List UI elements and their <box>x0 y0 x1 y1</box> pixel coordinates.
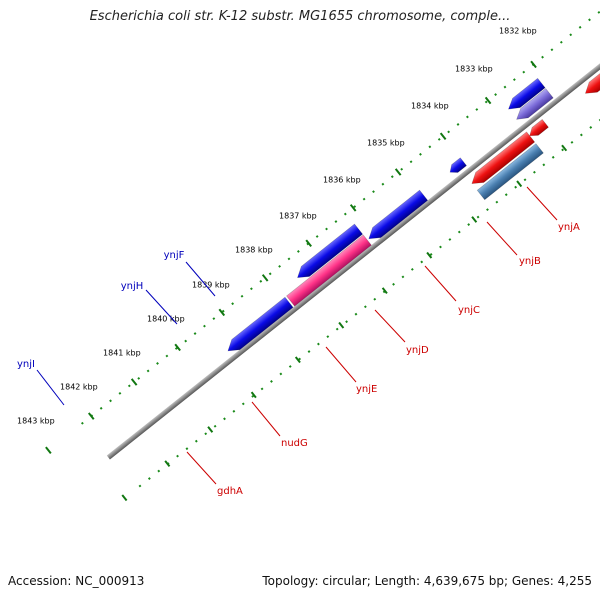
tick-mark <box>471 216 478 223</box>
tick-dot-track <box>45 10 600 502</box>
callout-line <box>36 369 65 406</box>
tick-mark <box>207 426 214 433</box>
tick-mark <box>261 274 269 282</box>
tick-mark <box>338 321 345 329</box>
gene-label-ynjF[interactable]: ynjF <box>164 250 185 261</box>
tick-mark <box>294 356 301 364</box>
tick-mark <box>516 180 523 188</box>
tick-label: 1834 kbp <box>411 101 449 110</box>
gene-label-ynjD[interactable]: ynjD <box>406 345 429 356</box>
tick-label: 1835 kbp <box>367 138 405 147</box>
gene-label-ynjE[interactable]: ynjE <box>356 384 377 395</box>
gene-label-ynjI[interactable]: ynjI <box>17 359 35 370</box>
tick-mark <box>439 132 447 141</box>
tick-label: 1838 kbp <box>235 245 273 254</box>
gene-label-ynjB[interactable]: ynjB <box>519 256 541 267</box>
tick-label: 1843 kbp <box>17 416 55 425</box>
gene-feature-steel <box>476 143 544 201</box>
tick-mark <box>305 239 312 247</box>
tick-label: 1832 kbp <box>499 26 537 35</box>
tick-mark <box>121 494 128 502</box>
tick-mark <box>174 343 181 352</box>
gene-feature-gdhA <box>584 36 600 94</box>
tick-label: 1841 kbp <box>103 348 141 357</box>
callout-line <box>325 346 357 383</box>
tick-mark <box>164 460 171 467</box>
gene-feature-ynjH <box>508 77 546 110</box>
gene-label-ynjA[interactable]: ynjA <box>558 222 580 233</box>
gene-label-ynjC[interactable]: ynjC <box>458 305 480 316</box>
gene-label-gdhA[interactable]: gdhA <box>217 486 243 497</box>
callout-line <box>374 309 406 343</box>
gene-feature-ynjI <box>368 189 429 240</box>
topology-summary: Topology: circular; Length: 4,639,675 bp… <box>262 574 592 588</box>
map-title: Escherichia coli str. K-12 substr. MG165… <box>89 9 511 24</box>
tick-label: 1842 kbp <box>60 382 98 391</box>
gene-feature <box>449 157 467 173</box>
tick-mark <box>394 168 402 176</box>
gene-feature-nudG <box>529 119 549 137</box>
tick-mark <box>381 287 388 295</box>
gene-feature <box>227 296 294 352</box>
callout-line <box>486 221 518 256</box>
gene-features <box>227 36 600 352</box>
tick-label: 1833 kbp <box>455 64 493 73</box>
callout-line <box>145 289 178 325</box>
tick-mark <box>530 60 537 69</box>
callout-line <box>424 265 457 302</box>
tick-mark <box>87 412 95 420</box>
tick-mark <box>484 96 492 105</box>
tick-mark <box>426 251 433 259</box>
tick-mark <box>45 446 52 455</box>
tick-labels: 1832 kbp 1833 kbp 1834 kbp 1835 kbp 1836 kbp… <box>17 26 537 425</box>
tick-mark <box>218 308 226 317</box>
callout-line <box>186 451 217 485</box>
gene-feature <box>471 131 536 184</box>
tick-mark <box>349 204 357 212</box>
accession-text: Accession: NC_000913 <box>8 574 145 588</box>
callout-line <box>526 186 558 221</box>
gene-callouts: ynjA ynjB ynjC ynjD ynjE nudG gdhA ynjF ynjH ynjI <box>17 186 580 497</box>
callout-line <box>251 401 281 437</box>
tick-label: 1840 kbp <box>147 314 185 323</box>
tick-label: 1839 kbp <box>192 280 230 289</box>
chromosome-backbone <box>106 0 600 460</box>
gene-label-nudG[interactable]: nudG <box>281 438 308 449</box>
tick-mark <box>561 144 568 152</box>
gene-label-ynjH[interactable]: ynjH <box>121 281 144 292</box>
tick-mark <box>250 391 257 399</box>
tick-label: 1836 kbp <box>323 175 361 184</box>
callout-line <box>185 261 216 297</box>
tick-mark <box>130 378 138 386</box>
gene-feature <box>297 223 364 278</box>
gene-feature-ynjF <box>516 88 554 120</box>
gene-feature-pink <box>286 234 372 307</box>
tick-label: 1837 kbp <box>279 211 317 220</box>
